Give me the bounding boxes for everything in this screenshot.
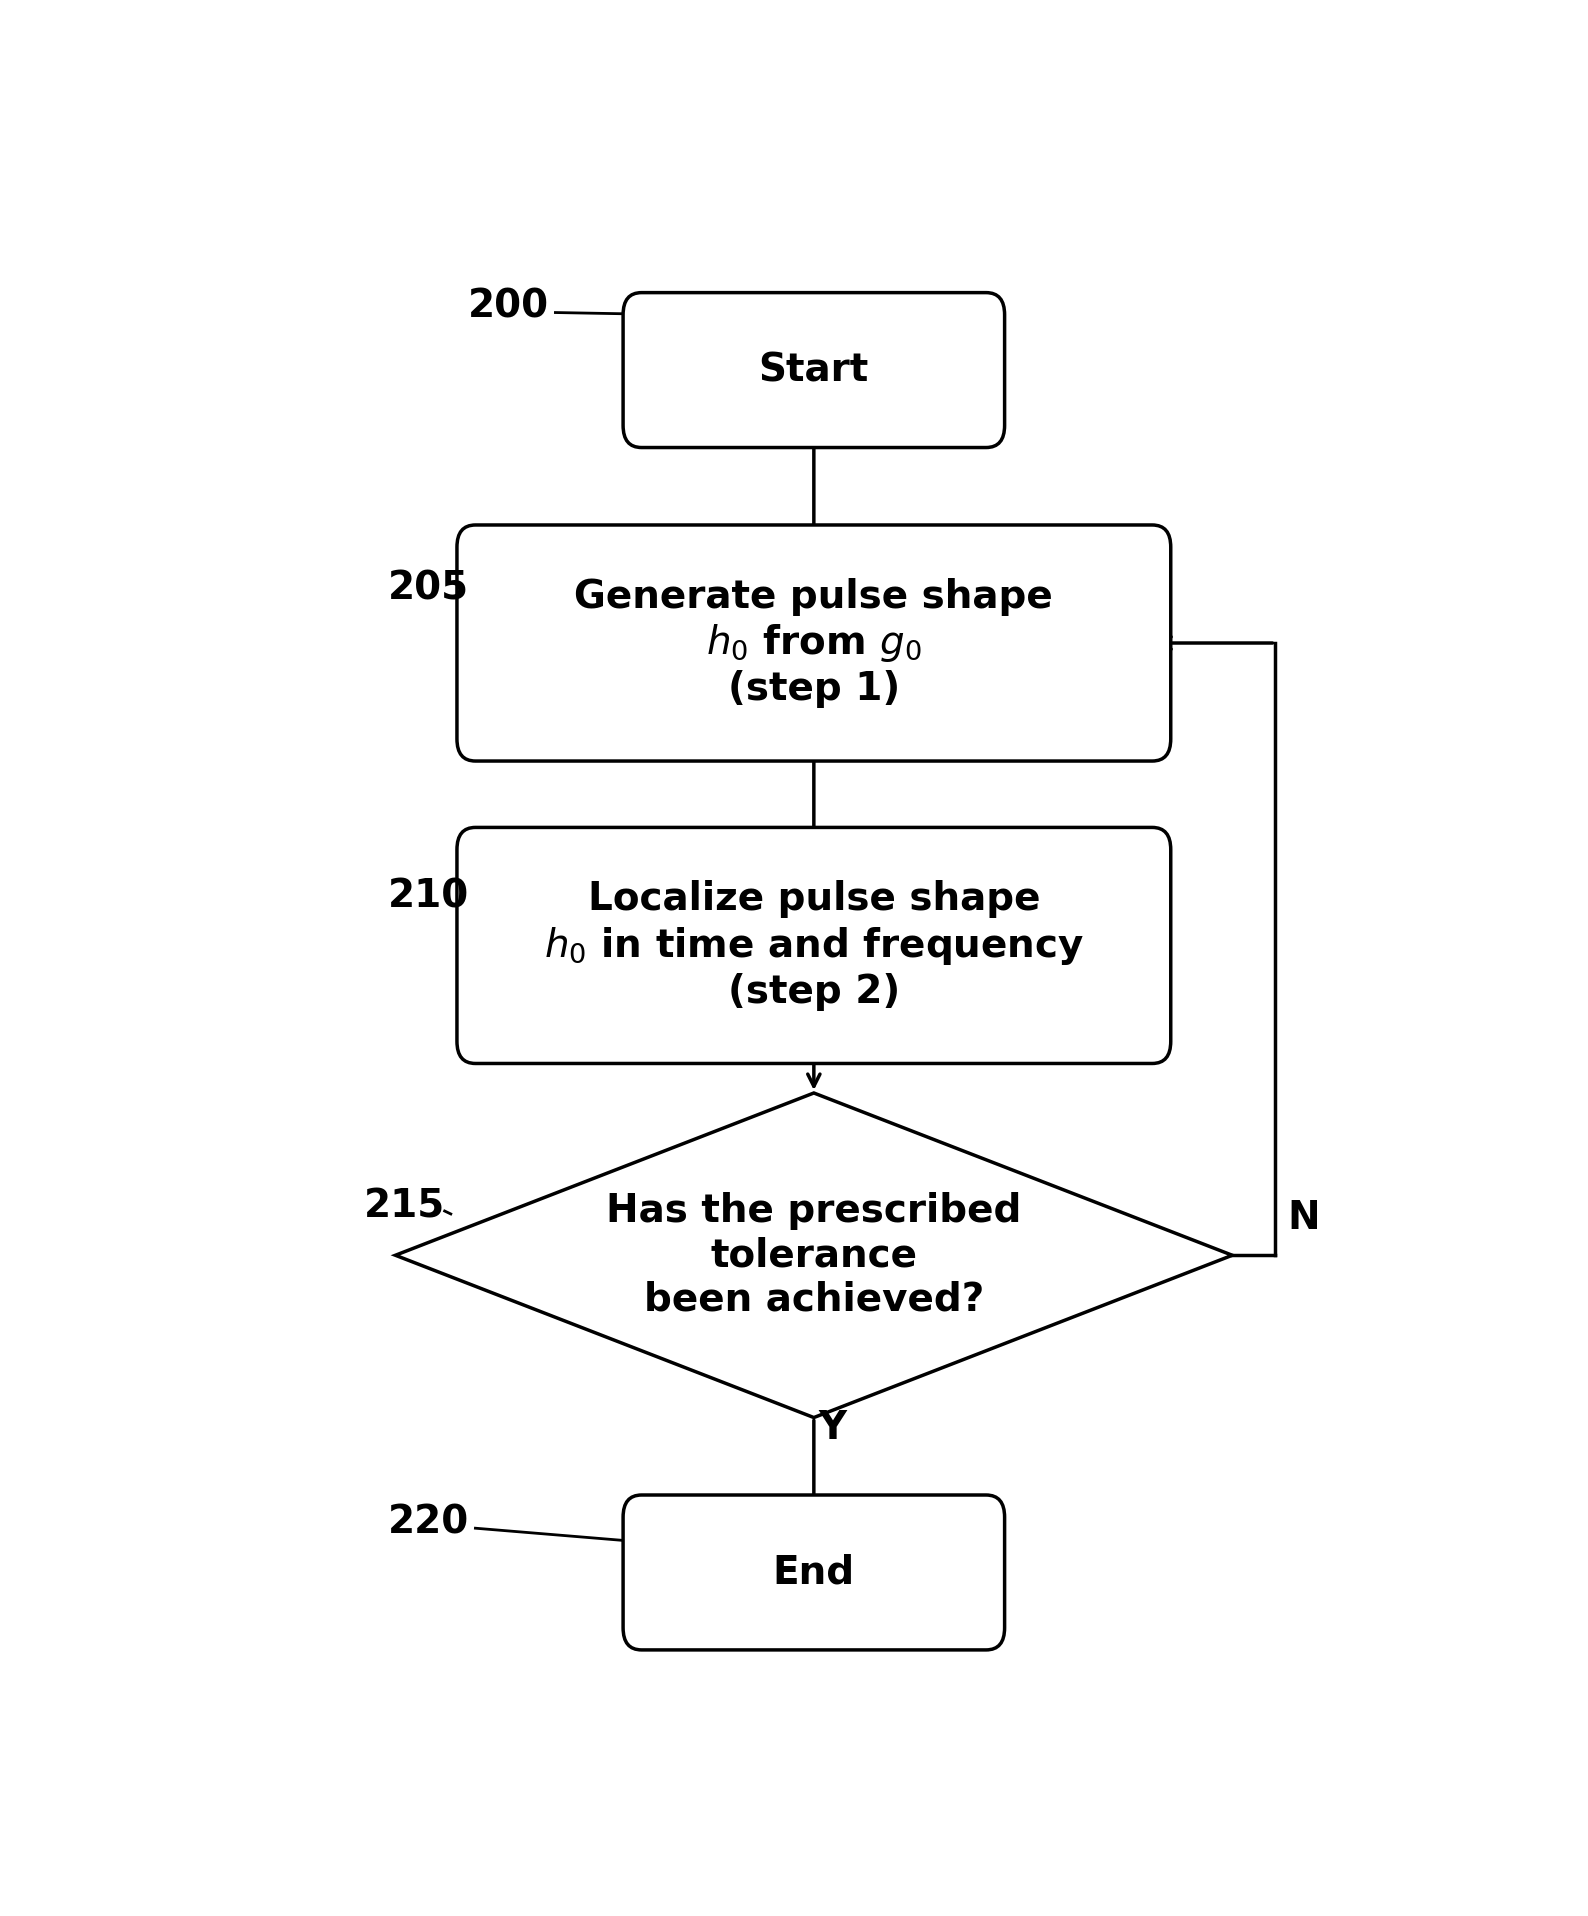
Text: Has the prescribed
tolerance
been achieved?: Has the prescribed tolerance been achiev… xyxy=(607,1192,1021,1318)
FancyBboxPatch shape xyxy=(622,293,1005,448)
Text: 200: 200 xyxy=(468,287,549,326)
Text: 210: 210 xyxy=(387,878,470,916)
Text: 205: 205 xyxy=(387,569,470,607)
FancyBboxPatch shape xyxy=(622,1494,1005,1650)
FancyBboxPatch shape xyxy=(457,525,1170,761)
FancyBboxPatch shape xyxy=(457,828,1170,1063)
Text: Y: Y xyxy=(818,1408,846,1447)
Text: Localize pulse shape
$h_0$ in time and frequency
(step 2): Localize pulse shape $h_0$ in time and f… xyxy=(543,879,1085,1010)
Text: 215: 215 xyxy=(364,1188,445,1226)
Text: 220: 220 xyxy=(387,1504,470,1540)
Text: Generate pulse shape
$h_0$ from $g_0$
(step 1): Generate pulse shape $h_0$ from $g_0$ (s… xyxy=(575,579,1053,709)
Polygon shape xyxy=(395,1092,1232,1418)
Text: Start: Start xyxy=(759,351,869,389)
Text: N: N xyxy=(1288,1199,1320,1238)
Text: End: End xyxy=(773,1554,854,1592)
